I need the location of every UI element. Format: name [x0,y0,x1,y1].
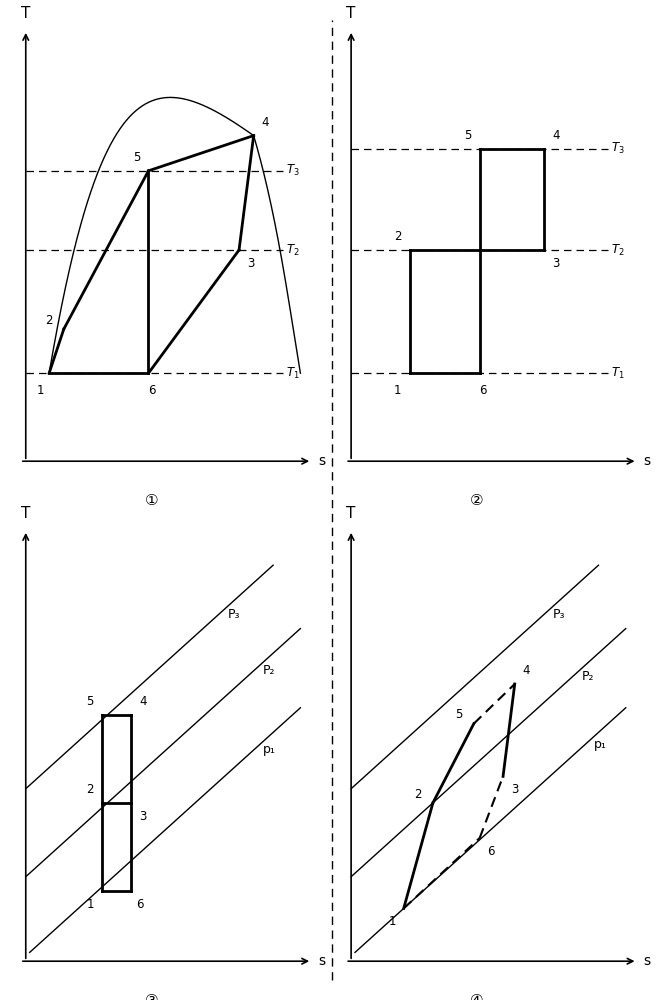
Text: $T_1$: $T_1$ [611,366,625,381]
Text: s: s [643,454,651,468]
Text: ①: ① [145,493,158,508]
Text: 6: 6 [147,384,155,397]
Text: ④: ④ [470,993,483,1000]
Text: s: s [318,954,325,968]
Text: 3: 3 [511,783,519,796]
Text: 1: 1 [37,384,44,397]
Text: 1: 1 [86,898,94,910]
Text: P₃: P₃ [227,608,240,621]
Text: 3: 3 [139,810,146,822]
Text: 5: 5 [464,129,471,142]
Text: 2: 2 [414,788,422,800]
Text: ②: ② [470,493,483,508]
Text: 5: 5 [86,695,94,708]
Text: p₁: p₁ [262,744,276,756]
Text: T: T [21,506,31,521]
Text: 4: 4 [523,664,530,677]
Text: $T_1$: $T_1$ [286,366,299,381]
Text: 1: 1 [394,384,402,397]
Text: 4: 4 [262,116,269,129]
Text: p₁: p₁ [594,738,606,751]
Text: 4: 4 [139,695,146,708]
Text: 2: 2 [45,314,53,327]
Text: 5: 5 [133,151,141,164]
Text: 2: 2 [394,230,402,243]
Text: 4: 4 [552,129,559,142]
Text: $T_2$: $T_2$ [286,242,299,258]
Text: 3: 3 [552,257,559,270]
Text: 5: 5 [456,708,463,721]
Text: 2: 2 [86,783,94,796]
Text: T: T [347,506,356,521]
Text: $T_3$: $T_3$ [611,141,625,156]
Text: 6: 6 [479,384,486,397]
Text: 3: 3 [247,257,254,270]
Text: 6: 6 [136,898,143,910]
Text: P₂: P₂ [262,664,275,677]
Text: 6: 6 [487,845,495,858]
Text: ③: ③ [145,993,158,1000]
Text: 1: 1 [388,915,396,928]
Text: T: T [347,6,356,21]
Text: s: s [318,454,325,468]
Text: $T_3$: $T_3$ [286,163,299,178]
Text: s: s [643,954,651,968]
Text: P₂: P₂ [582,670,594,683]
Text: P₃: P₃ [552,608,565,621]
Text: $T_2$: $T_2$ [611,242,625,258]
Text: T: T [21,6,31,21]
